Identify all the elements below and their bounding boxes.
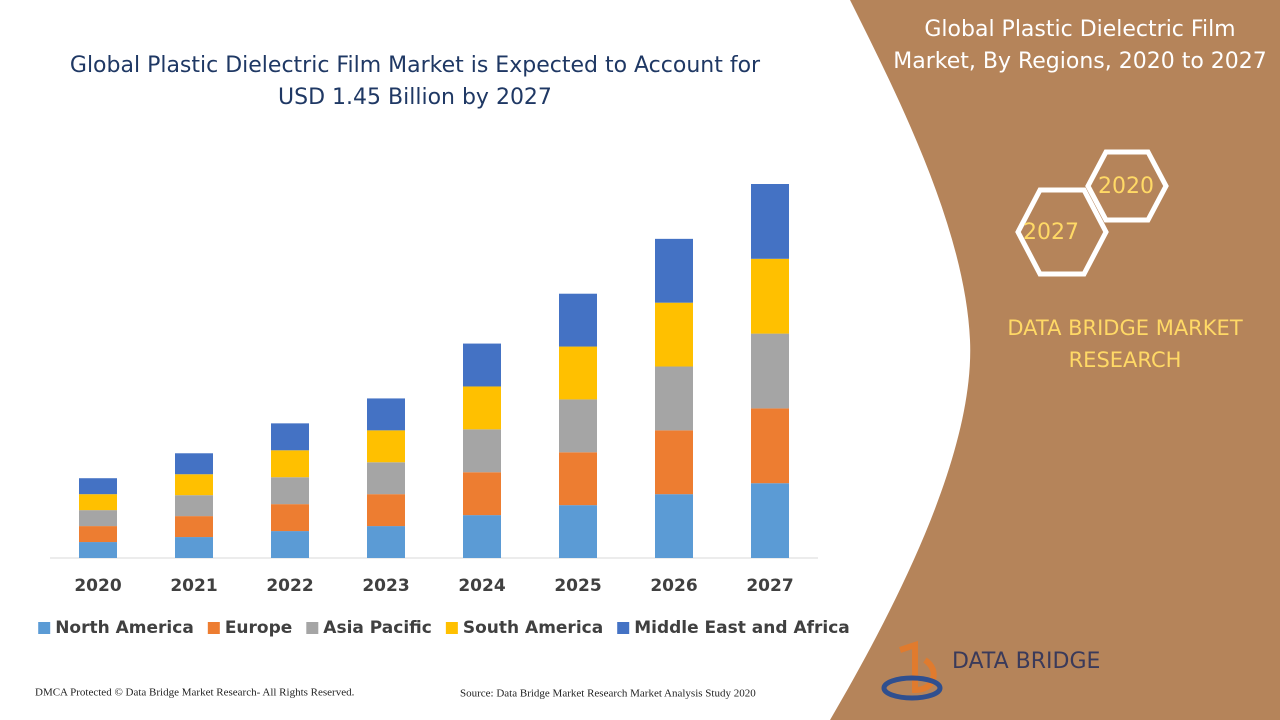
bar-segment xyxy=(751,333,789,409)
bar-segment xyxy=(175,474,213,496)
hexagon-label: 2027 xyxy=(1023,220,1079,245)
bar-segment xyxy=(463,472,501,516)
legend-label: Asia Pacific xyxy=(323,618,432,638)
bar-segment xyxy=(175,453,213,475)
x-tick-label: 2021 xyxy=(170,576,217,596)
x-tick-label: 2026 xyxy=(650,576,697,596)
hexagon-label: 2020 xyxy=(1098,174,1154,199)
bar-segment xyxy=(655,302,693,367)
x-tick-label: 2023 xyxy=(362,576,409,596)
bar-segment xyxy=(367,398,405,431)
side-panel xyxy=(830,0,1280,720)
bar-segment xyxy=(655,238,693,303)
legend-label: North America xyxy=(55,618,194,638)
bar-segment xyxy=(79,494,117,511)
bar-segment xyxy=(367,462,405,495)
bar-segment xyxy=(655,430,693,495)
x-tick-label: 2020 xyxy=(74,576,121,596)
bar-segment xyxy=(463,386,501,430)
bar-segment xyxy=(271,450,309,478)
legend-swatch xyxy=(306,622,319,634)
legend-label: Middle East and Africa xyxy=(634,618,850,638)
bar-segment xyxy=(655,366,693,431)
bar-segment xyxy=(463,429,501,473)
bar-segment xyxy=(79,526,117,543)
bar-segment xyxy=(79,478,117,495)
x-tick-label: 2027 xyxy=(746,576,793,596)
bar-segment xyxy=(751,258,789,334)
panel-title: Global Plastic Dielectric Film Market, B… xyxy=(893,17,1267,74)
legend-swatch xyxy=(207,622,220,634)
bar-segment xyxy=(175,495,213,517)
legend-swatch xyxy=(617,622,630,634)
bar-segment xyxy=(559,399,597,453)
bar-segment xyxy=(175,516,213,538)
bar-segment xyxy=(463,515,501,558)
bar-segment xyxy=(271,531,309,558)
bar-segment xyxy=(655,494,693,558)
footer-text: Source: Data Bridge Market Research Mark… xyxy=(460,688,756,700)
bar-segment xyxy=(559,346,597,400)
bar-segment xyxy=(79,542,117,558)
bar-segment xyxy=(559,293,597,347)
bar-segment xyxy=(559,505,597,558)
legend-swatch xyxy=(38,622,51,634)
legend-label: South America xyxy=(463,618,603,638)
footer-text: DMCA Protected © Data Bridge Market Rese… xyxy=(35,687,355,699)
panel-brand: DATA BRIDGE MARKET RESEARCH xyxy=(1007,316,1243,372)
bar-segment xyxy=(271,477,309,505)
bar-segment xyxy=(367,526,405,558)
legend-label: Europe xyxy=(225,618,292,638)
logo-icon xyxy=(881,675,943,701)
bar-segment xyxy=(559,452,597,506)
bar-segment xyxy=(367,430,405,463)
bar-segment xyxy=(751,408,789,484)
logo-text: DATA BRIDGE xyxy=(952,649,1100,674)
bar-segment xyxy=(79,510,117,527)
bar-segment xyxy=(751,184,789,259)
hexagon xyxy=(1085,149,1169,223)
x-tick-label: 2022 xyxy=(266,576,313,596)
bar-segment xyxy=(367,494,405,527)
bar-segment xyxy=(751,483,789,558)
bar-segment xyxy=(271,504,309,532)
hexagon xyxy=(1015,187,1109,277)
x-tick-label: 2025 xyxy=(554,576,601,596)
bar-segment xyxy=(175,537,213,558)
bar-segment xyxy=(271,423,309,451)
x-tick-label: 2024 xyxy=(458,576,505,596)
legend-swatch xyxy=(445,622,458,634)
bar-segment xyxy=(463,343,501,387)
chart-title: Global Plastic Dielectric Film Market is… xyxy=(69,53,761,110)
